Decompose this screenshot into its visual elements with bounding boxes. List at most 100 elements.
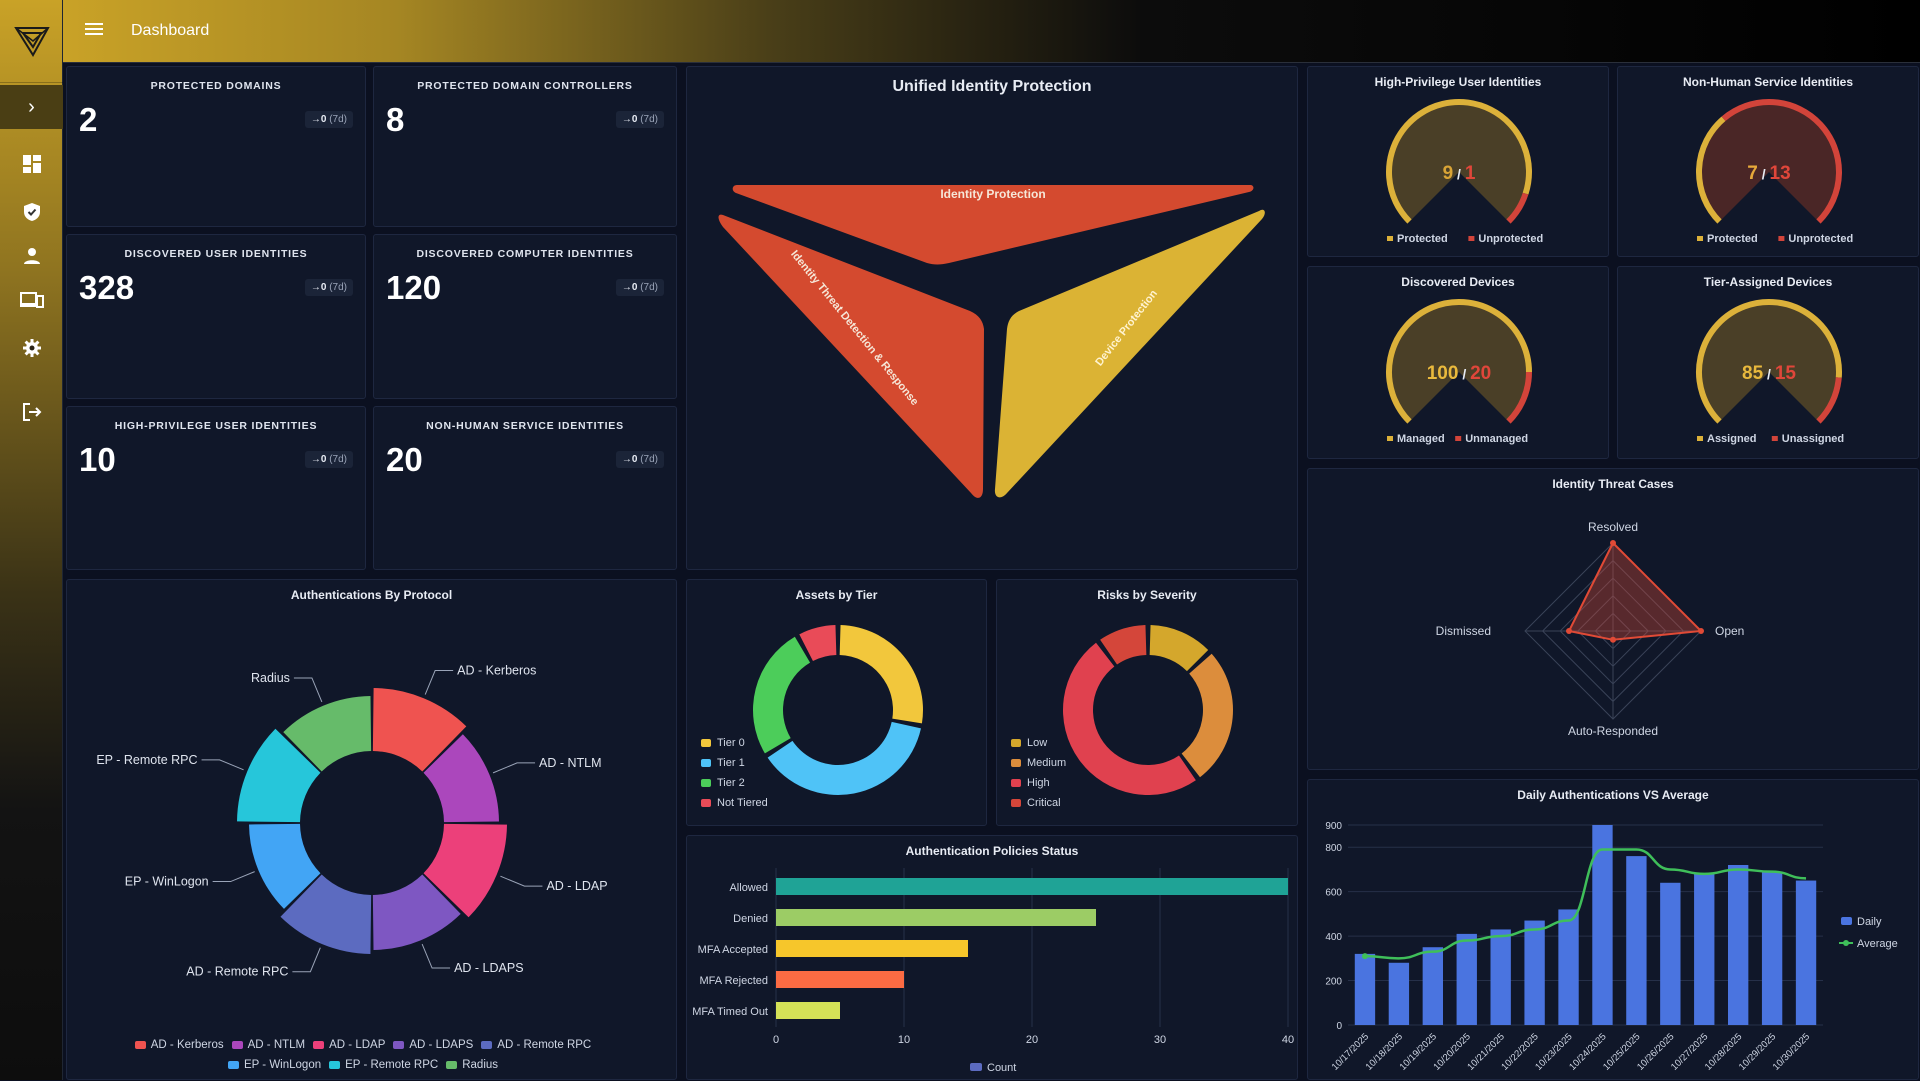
policy-bar (776, 1002, 840, 1019)
trend-value: →0 (621, 454, 638, 465)
kpi-title: PROTECTED DOMAINS (150, 80, 282, 92)
gauge-panel-discovered-devices[interactable]: Discovered Devices 100 / 20 Managed Unmana… (1307, 266, 1609, 459)
sidebar-item-logout[interactable] (0, 394, 63, 430)
trend-value: →0 (310, 282, 327, 293)
y-tick-label: 600 (1325, 888, 1342, 899)
tier-donut-chart: Tier 0 Tier 1 Tier 2 Not Tiered (701, 625, 923, 809)
kpi-card-non-human-service-identities[interactable]: NON-HUMAN SERVICE IDENTITIES 20 →0 (7d) (373, 406, 677, 570)
protocol-leader-line (500, 875, 543, 887)
legend-label: Protected (1397, 233, 1448, 245)
panel-title: Discovered Devices (1401, 275, 1515, 289)
gauge-fill (1391, 104, 1527, 221)
severity-donut-chart: Low Medium High Critical (1011, 625, 1233, 809)
legend-swatch (1387, 436, 1393, 441)
legend-item[interactable]: Radius (446, 1055, 498, 1075)
legend-swatch (481, 1041, 493, 1049)
radar-axis-label: Dismissed (1436, 624, 1491, 638)
kpi-card-protected-domains[interactable]: PROTECTED DOMAINS 2 →0 (7d) (66, 66, 366, 227)
legend-swatch (393, 1041, 405, 1049)
category-label: MFA Timed Out (692, 1006, 768, 1018)
segment-identity-protection[interactable] (732, 185, 1254, 265)
trend-badge: →0 (7d) (304, 451, 353, 468)
legend-item[interactable]: EP - Remote RPC (329, 1055, 438, 1075)
gauge-arc-primary (1386, 299, 1532, 424)
legend-item[interactable]: AD - LDAP (313, 1035, 385, 1055)
panel-title: Tier-Assigned Devices (1703, 275, 1833, 289)
x-tick-label: 10 (898, 1034, 910, 1046)
legend-label: Protected (1707, 233, 1758, 245)
panel-title: Assets by Tier (795, 588, 878, 602)
legend-label: Managed (1397, 433, 1445, 445)
legend-swatch (1771, 436, 1778, 441)
gauge-value-b: 15 (1775, 363, 1797, 384)
protocol-label: AD - Remote RPC (186, 965, 288, 979)
protocol-slice (237, 728, 321, 823)
sidebar-item-settings[interactable] (0, 330, 63, 366)
kpi-card-protected-domain-controllers[interactable]: PROTECTED DOMAIN CONTROLLERS 8 →0 (7d) (373, 66, 677, 227)
legend-item[interactable]: AD - Remote RPC (481, 1035, 591, 1055)
sidebar-item-devices[interactable] (0, 282, 63, 318)
trend-badge: →0 (7d) (615, 451, 664, 468)
legend-swatch (701, 779, 711, 787)
hamburger-icon (85, 23, 103, 35)
gauge-value-a: 7 (1747, 163, 1758, 184)
kpi-title: HIGH-PRIVILEGE USER IDENTITIES (114, 420, 318, 432)
legend-item[interactable]: AD - NTLM (231, 1035, 305, 1055)
donut-slice (1100, 625, 1147, 665)
panel-title: Identity Threat Cases (1552, 477, 1674, 491)
kpi-card-discovered-user-identities[interactable]: DISCOVERED USER IDENTITIES 328 →0 (7d) (66, 234, 366, 399)
category-label: MFA Accepted (698, 944, 768, 956)
protocol-label: EP - Remote RPC (96, 753, 197, 767)
app-logo[interactable] (0, 0, 63, 83)
trend-period: (7d) (329, 114, 347, 125)
gear-icon (22, 339, 41, 357)
legend-marker (1843, 940, 1849, 946)
legend-swatch (1468, 236, 1475, 241)
protocol-slice (283, 696, 372, 772)
sidebar-item-security[interactable] (0, 194, 63, 230)
y-tick-label: 0 (1336, 1021, 1342, 1032)
protocol-label: EP - WinLogon (125, 875, 209, 889)
legend-label: Not Tiered (717, 797, 768, 809)
protocol-slice (423, 823, 507, 918)
legend-swatch (701, 739, 711, 747)
gauge-separator: / (1453, 166, 1465, 182)
menu-button[interactable] (83, 18, 109, 44)
donut-slice (753, 636, 811, 754)
protocol-leader-line (492, 762, 536, 774)
legend-item[interactable]: EP - WinLogon (227, 1055, 321, 1075)
y-tick-label: 200 (1325, 977, 1342, 988)
legend-swatch (701, 799, 711, 807)
legend-item[interactable]: AD - Kerberos (134, 1035, 224, 1055)
segment-itdr[interactable] (718, 214, 985, 498)
policy-bar (776, 940, 968, 957)
legend-item[interactable]: AD - LDAPS (393, 1035, 473, 1055)
protocol-donut-chart: AD - Kerberos AD - NTLM AD - LDAP AD - LDAP… (96, 664, 607, 979)
protocol-leader-line (201, 759, 244, 771)
kpi-title: DISCOVERED USER IDENTITIES (124, 248, 308, 260)
gauge-panel-high-privilege[interactable]: High-Privilege User Identities 9 / 1 Prot… (1307, 66, 1609, 257)
gauge-value: 7 / 13 (1747, 163, 1790, 184)
kpi-card-discovered-computer-identities[interactable]: DISCOVERED COMPUTER IDENTITIES 120 →0 (7… (373, 234, 677, 399)
sidebar-item-dashboard[interactable] (0, 146, 63, 182)
panel-title: Unified Identity Protection (892, 78, 1092, 95)
page-title: Dashboard (131, 22, 210, 39)
daily-bar (1626, 856, 1647, 1025)
protocol-leader-line (292, 947, 321, 973)
radar-chart: Resolved Open Auto-Responded Dismissed (1436, 520, 1745, 738)
sidebar-item-users[interactable] (0, 238, 63, 274)
expand-sidebar-button[interactable]: › (0, 85, 63, 129)
radar-area (1567, 541, 1704, 641)
trend-period: (7d) (640, 114, 658, 125)
protocol-label: AD - LDAP (546, 879, 607, 893)
protocol-slice (372, 688, 467, 772)
gauge-value-a: 85 (1742, 363, 1764, 384)
gauge-panel-tier-assigned[interactable]: Tier-Assigned Devices 85 / 15 Assigned Una… (1617, 266, 1919, 459)
kpi-card-high-privilege-user-identities[interactable]: HIGH-PRIVILEGE USER IDENTITIES 10 →0 (7d… (66, 406, 366, 570)
gauge-panel-non-human[interactable]: Non-Human Service Identities 7 / 13 Prote… (1617, 66, 1919, 257)
gauge-value: 100 / 20 (1427, 363, 1492, 384)
legend-swatch (1011, 799, 1021, 807)
logout-icon (22, 403, 41, 421)
segment-device-protection[interactable] (994, 209, 1265, 498)
x-tick-label: 20 (1026, 1034, 1038, 1046)
